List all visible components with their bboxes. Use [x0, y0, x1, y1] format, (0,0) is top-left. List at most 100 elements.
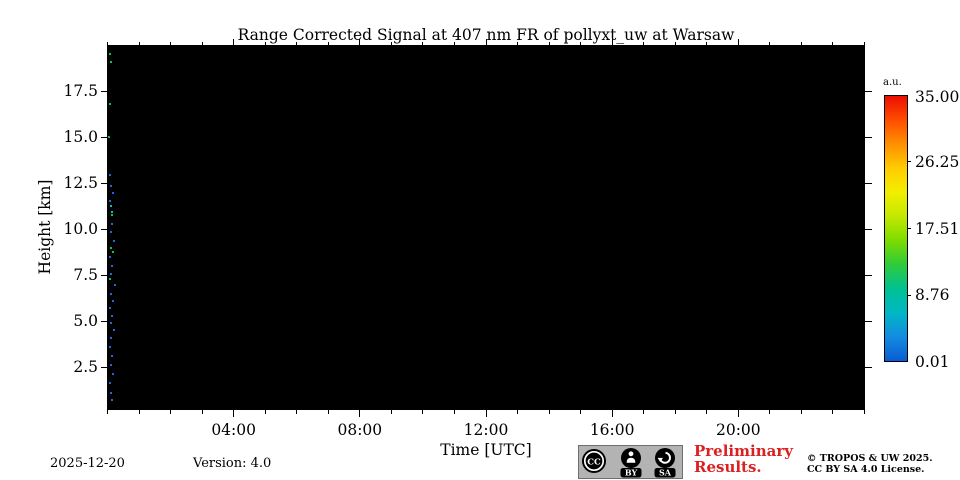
- x-tick-label: 16:00: [589, 421, 635, 439]
- y-tick-label: 5.0: [73, 312, 98, 331]
- noise-speckle: [109, 256, 111, 259]
- noise-speckle: [109, 382, 111, 385]
- noise-speckle: [109, 345, 111, 348]
- noise-speckle: [113, 329, 115, 332]
- y-tick-label: 15.0: [63, 128, 98, 147]
- noise-speckle: [108, 135, 110, 138]
- colorbar-tick: [907, 228, 911, 229]
- noise-speckle: [114, 283, 116, 286]
- x-tick: [201, 409, 203, 414]
- noise-speckle: [112, 192, 114, 195]
- x-tick: [611, 409, 613, 417]
- cc-sa-label: SA: [659, 468, 672, 478]
- x-tick: [800, 409, 802, 414]
- noise-speckle: [110, 184, 112, 187]
- colorbar-tick-label: 8.76: [915, 286, 950, 305]
- noise-speckle: [109, 102, 111, 105]
- colorbar-tick-label: 26.25: [915, 152, 960, 171]
- colorbar-tick-label: 17.51: [915, 219, 960, 238]
- x-tick: [453, 409, 455, 414]
- measurement-date: 2025-12-20: [50, 456, 125, 471]
- x-tick: [674, 409, 676, 414]
- noise-speckle: [113, 239, 115, 242]
- noise-speckle: [110, 247, 112, 250]
- colorbar: [884, 95, 908, 362]
- noise-speckle: [112, 300, 114, 303]
- copyright-notice: © TROPOS & UW 2025. CC BY SA 4.0 License…: [807, 453, 933, 476]
- x-tick-label: 12:00: [463, 421, 509, 439]
- colorbar-tick: [907, 161, 911, 163]
- svg-text:CC: CC: [587, 457, 601, 467]
- y-tick-right: [864, 366, 872, 368]
- x-tick-label: 20:00: [715, 421, 761, 439]
- noise-speckle: [109, 199, 111, 202]
- x-tick: [832, 409, 834, 414]
- x-axis-label: Time [UTC]: [440, 441, 532, 459]
- x-tick: [138, 409, 140, 414]
- cc-by-person-icon: [621, 448, 641, 468]
- y-tick-right: [864, 320, 872, 322]
- colorbar-tick: [907, 294, 911, 296]
- copyright-line-1: © TROPOS & UW 2025.: [807, 453, 933, 464]
- noise-speckle: [109, 307, 111, 310]
- noise-speckle: [111, 314, 113, 317]
- x-tick-label: 04:00: [211, 421, 256, 439]
- x-tick: [296, 409, 298, 414]
- noise-speckle: [109, 278, 111, 281]
- x-tick: [170, 409, 172, 414]
- noise-speckle: [110, 60, 112, 63]
- x-tick: [107, 409, 108, 414]
- x-tick: [769, 409, 771, 414]
- noise-speckle: [110, 205, 112, 208]
- y-tick-right: [864, 136, 872, 138]
- noise-speckle: [110, 292, 112, 295]
- cc-by-pill: [620, 468, 642, 478]
- noise-speckle: [111, 214, 113, 217]
- x-tick: [517, 409, 519, 414]
- x-tick: [359, 409, 361, 417]
- x-tick: [264, 409, 266, 414]
- noise-speckle: [111, 265, 113, 268]
- noise-speckle: [111, 398, 113, 401]
- y-tick-label: 17.5: [63, 82, 98, 101]
- noise-speckle: [109, 173, 111, 176]
- noise-speckle: [112, 373, 114, 376]
- preliminary-results-stamp: Preliminary Results.: [694, 442, 793, 476]
- x-tick: [864, 409, 865, 414]
- x-tick: [422, 409, 424, 414]
- x-tick: [580, 409, 582, 414]
- noise-speckle: [110, 391, 112, 394]
- colorbar-tick-label: 0.01: [915, 353, 950, 371]
- y-tick-right: [864, 228, 872, 230]
- cc-by-label: BY: [625, 468, 638, 478]
- x-tick: [737, 409, 739, 417]
- y-axis-label: Height [km]: [36, 179, 54, 275]
- x-tick: [643, 409, 645, 414]
- noise-speckle: [111, 354, 113, 357]
- cc-sa-pill: [654, 468, 676, 478]
- cc-license-badge: CC BY SA: [578, 445, 683, 479]
- noise-speckle: [111, 210, 113, 213]
- y-tick-right: [864, 274, 872, 276]
- colorbar-units-label: a.u.: [883, 77, 902, 88]
- colorbar-tick-label: 35.00: [915, 88, 960, 106]
- x-tick-label: 08:00: [337, 421, 383, 439]
- x-tick: [327, 409, 329, 414]
- noise-speckle: [111, 223, 113, 226]
- y-tick-right: [864, 90, 872, 92]
- noise-speckle: [110, 336, 112, 339]
- x-tick: [485, 409, 487, 417]
- cc-logo-icon: CC: [582, 449, 606, 473]
- plot-area: [107, 45, 865, 410]
- x-tick: [548, 409, 550, 414]
- x-tick: [706, 409, 708, 414]
- x-tick: [233, 409, 235, 417]
- cc-sa-arrow-icon: [655, 448, 675, 468]
- chart-title: Range Corrected Signal at 407 nm FR of p…: [237, 26, 735, 44]
- copyright-line-2: CC BY SA 4.0 License.: [807, 464, 925, 476]
- y-tick-right: [864, 182, 872, 184]
- noise-speckle: [109, 53, 111, 56]
- y-tick-label: 2.5: [73, 358, 98, 377]
- noise-speckle: [110, 272, 112, 275]
